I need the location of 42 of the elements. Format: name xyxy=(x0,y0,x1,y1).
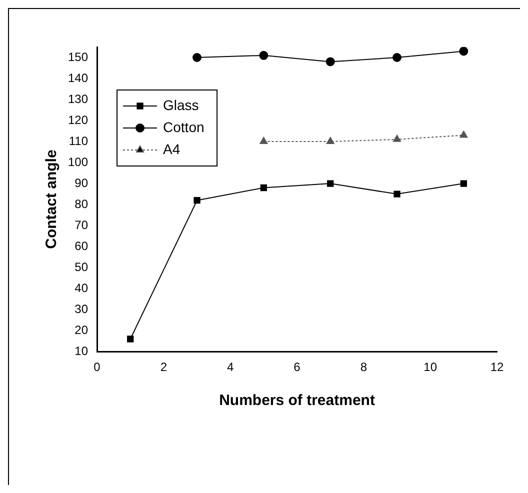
x-tick-label: 12 xyxy=(490,360,504,374)
y-tick-label: 50 xyxy=(74,260,88,274)
y-tick-label: 130 xyxy=(68,92,88,106)
y-tick-label: 90 xyxy=(74,176,88,190)
x-tick-label: 4 xyxy=(227,360,234,374)
x-tick-label: 8 xyxy=(360,360,368,374)
y-tick-label: 10 xyxy=(74,344,88,358)
point xyxy=(260,137,268,144)
point xyxy=(394,190,400,198)
y-tick-label: 150 xyxy=(68,50,88,64)
y-tick-label: 110 xyxy=(68,134,88,148)
x-tick-label: 6 xyxy=(294,360,301,374)
y-tick-label: 80 xyxy=(74,196,88,211)
legend-label: Glass xyxy=(163,96,199,113)
x-axis-title: Numbers of treatment xyxy=(219,392,375,410)
point xyxy=(392,53,402,62)
point xyxy=(460,130,468,138)
y-tick-label: 30 xyxy=(74,302,88,316)
y-tick-label: 70 xyxy=(74,218,88,232)
point xyxy=(327,180,334,187)
y-tick-label: 100 xyxy=(68,154,88,169)
legend-label: Cotton xyxy=(163,118,204,135)
x-tick-label: 0 xyxy=(94,360,101,374)
y-tick-label: 140 xyxy=(68,70,88,85)
point xyxy=(259,50,268,60)
y-tick-label: 40 xyxy=(74,280,88,295)
point xyxy=(192,53,202,62)
legend-label: A4 xyxy=(163,140,180,157)
y-axis-title: Contact angle xyxy=(43,150,60,249)
x-tick-label: 10 xyxy=(424,360,438,374)
y-tick-label: 120 xyxy=(68,112,88,127)
y-tick-label: 20 xyxy=(74,322,88,337)
point xyxy=(260,184,268,192)
point xyxy=(326,57,335,66)
x-tick-label: 2 xyxy=(160,360,168,374)
point xyxy=(127,336,134,342)
point xyxy=(326,137,334,144)
point xyxy=(194,197,200,204)
point xyxy=(393,134,401,142)
point xyxy=(460,180,467,187)
point xyxy=(459,47,468,56)
y-tick-label: 60 xyxy=(74,238,88,253)
